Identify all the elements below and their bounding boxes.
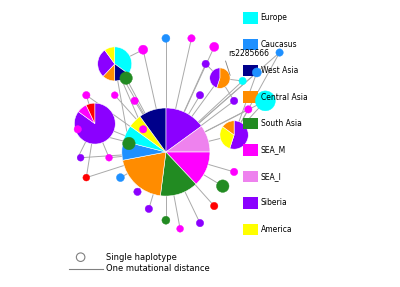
Bar: [243, 224, 258, 235]
Circle shape: [276, 49, 283, 56]
Circle shape: [77, 154, 84, 161]
Circle shape: [252, 68, 261, 77]
Wedge shape: [160, 152, 196, 196]
Text: rs2285666: rs2285666: [228, 49, 270, 58]
Circle shape: [74, 126, 82, 133]
Bar: [243, 65, 258, 76]
Circle shape: [230, 168, 238, 176]
Bar: [243, 39, 258, 50]
Circle shape: [230, 97, 238, 104]
Wedge shape: [210, 68, 220, 88]
Text: Europe: Europe: [260, 13, 288, 22]
Circle shape: [139, 45, 148, 54]
Text: SEA_M: SEA_M: [260, 146, 286, 154]
Circle shape: [83, 92, 90, 99]
Wedge shape: [123, 152, 166, 196]
Bar: [243, 118, 258, 129]
Wedge shape: [217, 68, 230, 88]
Wedge shape: [223, 121, 234, 135]
Circle shape: [111, 92, 118, 99]
Circle shape: [145, 205, 152, 213]
Wedge shape: [105, 47, 115, 64]
Text: Caucasus: Caucasus: [260, 40, 297, 49]
Circle shape: [202, 60, 209, 68]
Wedge shape: [123, 126, 166, 152]
Wedge shape: [98, 50, 115, 76]
Circle shape: [162, 216, 170, 224]
Circle shape: [196, 92, 204, 99]
Text: One mutational distance: One mutational distance: [106, 264, 210, 273]
Bar: [243, 197, 258, 209]
Text: Siberia: Siberia: [260, 198, 287, 208]
Text: West Asia: West Asia: [260, 66, 298, 75]
Text: South Asia: South Asia: [260, 119, 302, 128]
Wedge shape: [115, 47, 132, 74]
Wedge shape: [220, 127, 234, 148]
Text: SEA_I: SEA_I: [260, 172, 282, 181]
Circle shape: [256, 91, 275, 111]
Circle shape: [196, 219, 204, 227]
Circle shape: [106, 154, 112, 161]
Wedge shape: [86, 103, 95, 124]
Bar: [243, 92, 258, 103]
Wedge shape: [166, 126, 210, 152]
Wedge shape: [78, 105, 95, 124]
Bar: [243, 144, 258, 156]
Bar: [243, 12, 258, 24]
Circle shape: [83, 174, 90, 181]
Circle shape: [120, 72, 132, 84]
Circle shape: [131, 97, 138, 104]
Circle shape: [210, 42, 219, 51]
Wedge shape: [166, 152, 210, 184]
Wedge shape: [230, 121, 248, 149]
Text: Central Asia: Central Asia: [260, 93, 307, 102]
Circle shape: [140, 126, 147, 133]
Circle shape: [123, 137, 135, 150]
Circle shape: [239, 77, 246, 85]
Wedge shape: [74, 103, 115, 144]
Circle shape: [245, 106, 252, 113]
Wedge shape: [166, 108, 202, 152]
Wedge shape: [140, 108, 166, 152]
Wedge shape: [130, 117, 166, 152]
Wedge shape: [122, 141, 166, 160]
Circle shape: [177, 225, 184, 232]
Circle shape: [210, 202, 218, 210]
Bar: [243, 171, 258, 182]
Wedge shape: [103, 64, 115, 81]
Circle shape: [188, 35, 195, 42]
Text: Single haplotype: Single haplotype: [106, 253, 177, 262]
Circle shape: [134, 188, 141, 195]
Wedge shape: [115, 64, 128, 81]
Circle shape: [116, 174, 124, 182]
Text: America: America: [260, 225, 292, 234]
Circle shape: [162, 34, 170, 42]
Circle shape: [216, 180, 229, 192]
